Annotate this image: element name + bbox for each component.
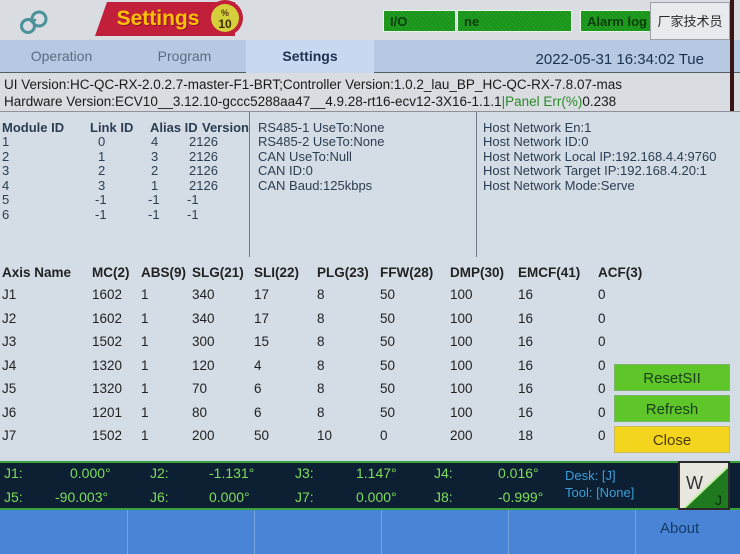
svg-text:10: 10: [218, 17, 232, 31]
svg-text:W: W: [686, 473, 703, 493]
svg-text:J: J: [715, 492, 722, 508]
